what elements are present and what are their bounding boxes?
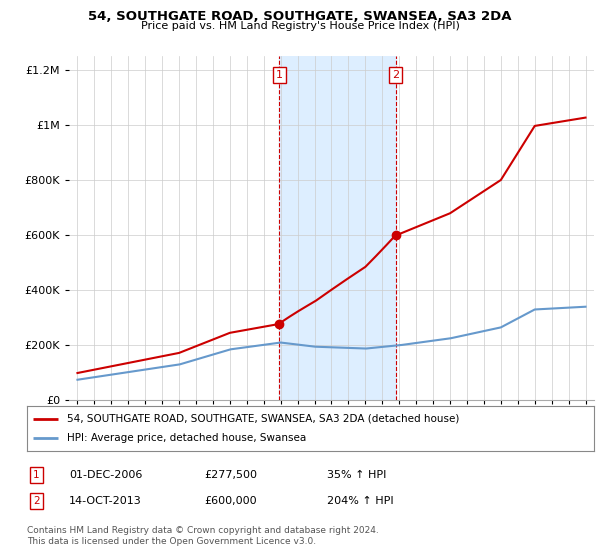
Text: 2: 2 [392,70,399,80]
Text: 1: 1 [276,70,283,80]
Text: £600,000: £600,000 [204,496,257,506]
Text: HPI: Average price, detached house, Swansea: HPI: Average price, detached house, Swan… [67,433,306,444]
Bar [280,56,395,400]
Text: 54, SOUTHGATE ROAD, SOUTHGATE, SWANSEA, SA3 2DA: 54, SOUTHGATE ROAD, SOUTHGATE, SWANSEA, … [88,10,512,22]
Text: Contains HM Land Registry data © Crown copyright and database right 2024.
This d: Contains HM Land Registry data © Crown c… [27,526,379,546]
Text: Price paid vs. HM Land Registry's House Price Index (HPI): Price paid vs. HM Land Registry's House … [140,21,460,31]
Text: 54, SOUTHGATE ROAD, SOUTHGATE, SWANSEA, SA3 2DA (detached house): 54, SOUTHGATE ROAD, SOUTHGATE, SWANSEA, … [67,413,459,423]
Text: £277,500: £277,500 [204,470,257,480]
Text: 01-DEC-2006: 01-DEC-2006 [69,470,142,480]
Text: 1: 1 [33,470,40,480]
Text: 2: 2 [33,496,40,506]
Text: 204% ↑ HPI: 204% ↑ HPI [327,496,394,506]
Text: 35% ↑ HPI: 35% ↑ HPI [327,470,386,480]
Text: 14-OCT-2013: 14-OCT-2013 [69,496,142,506]
